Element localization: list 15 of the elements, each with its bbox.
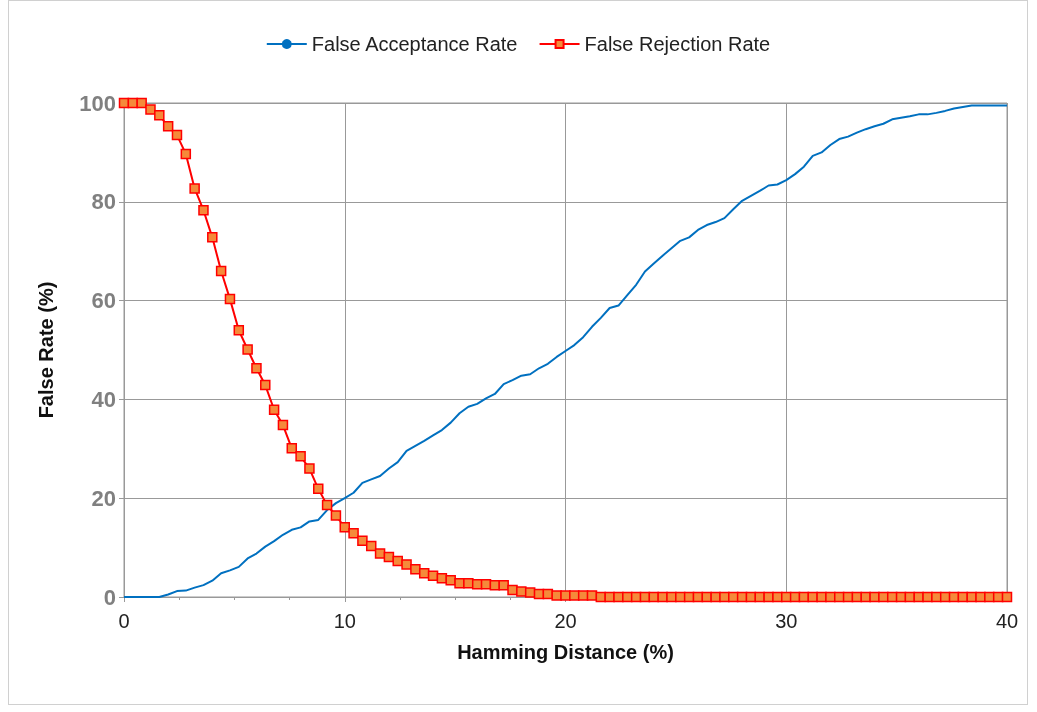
x-axis-title: Hamming Distance (%)	[457, 641, 674, 663]
x-tick-label: 40	[995, 610, 1019, 632]
x-tick-label: 10	[333, 610, 356, 632]
y-tick-label: 0	[103, 584, 116, 610]
y-tick-label: 100	[79, 90, 116, 116]
legend-label: False Acceptance Rate	[311, 33, 518, 55]
y-tick-label: 20	[91, 485, 116, 511]
legend-label: False Rejection Rate	[584, 33, 771, 55]
x-tick-label: 0	[118, 610, 130, 632]
x-tick-label: 30	[775, 610, 798, 632]
y-tick-label: 60	[91, 288, 116, 314]
y-axis-title: False Rate (%)	[35, 281, 57, 419]
y-tick-label: 40	[91, 386, 116, 412]
y-tick-label: 80	[91, 189, 116, 215]
x-tick-label: 20	[554, 610, 577, 632]
